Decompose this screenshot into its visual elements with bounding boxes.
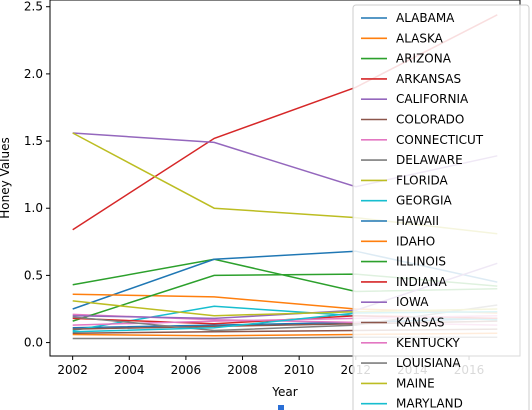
legend-entry: IDAHO bbox=[396, 234, 435, 248]
x-tick-label: 2010 bbox=[284, 363, 315, 377]
y-tick-label: 0.5 bbox=[24, 268, 43, 282]
legend-entry: INDIANA bbox=[396, 275, 447, 289]
legend-entry: MAINE bbox=[396, 376, 435, 390]
legend-entry: IOWA bbox=[396, 295, 429, 309]
y-tick-label: 1.5 bbox=[24, 134, 43, 148]
y-tick-label: 1.0 bbox=[24, 201, 43, 215]
x-tick-label: 2006 bbox=[171, 363, 202, 377]
legend-entry: DELAWARE bbox=[396, 153, 463, 167]
legend-entry: ARIZONA bbox=[396, 52, 452, 66]
scroll-handle[interactable] bbox=[278, 405, 284, 410]
legend-entry: ILLINOIS bbox=[396, 255, 446, 269]
legend-entry: MARYLAND bbox=[396, 397, 463, 410]
legend-entry: KENTUCKY bbox=[396, 336, 460, 350]
x-tick-label: 2004 bbox=[114, 363, 145, 377]
legend-entry: GEORGIA bbox=[396, 194, 453, 208]
legend-entry: ARKANSAS bbox=[396, 72, 461, 86]
y-axis-label: Honey Values bbox=[0, 137, 12, 218]
x-tick-label: 2002 bbox=[57, 363, 88, 377]
y-axis-ticks: 0.0 0.5 1.0 1.5 2.0 2.5 bbox=[24, 0, 50, 350]
legend-entry: KANSAS bbox=[396, 316, 445, 330]
legend-entry: CALIFORNIA bbox=[396, 92, 469, 106]
x-tick-label: 2008 bbox=[227, 363, 258, 377]
y-tick-label: 2.5 bbox=[24, 0, 43, 14]
legend-entry: ALASKA bbox=[396, 31, 444, 45]
legend: ALABAMA ALASKA ARIZONA ARKANSAS CALIFORNIA CO… bbox=[352, 4, 530, 410]
legend-entry: FLORIDA bbox=[396, 173, 449, 187]
legend-entry: CONNECTICUT bbox=[396, 133, 484, 147]
legend-entry: LOUISIANA bbox=[396, 356, 461, 370]
x-axis-label: Year bbox=[271, 385, 297, 399]
legend-entry: ALABAMA bbox=[396, 11, 455, 25]
y-tick-label: 0.0 bbox=[24, 336, 43, 350]
legend-box bbox=[352, 4, 530, 410]
legend-entry: HAWAII bbox=[396, 214, 439, 228]
y-tick-label: 2.0 bbox=[24, 67, 43, 81]
legend-entry: COLORADO bbox=[396, 113, 464, 127]
